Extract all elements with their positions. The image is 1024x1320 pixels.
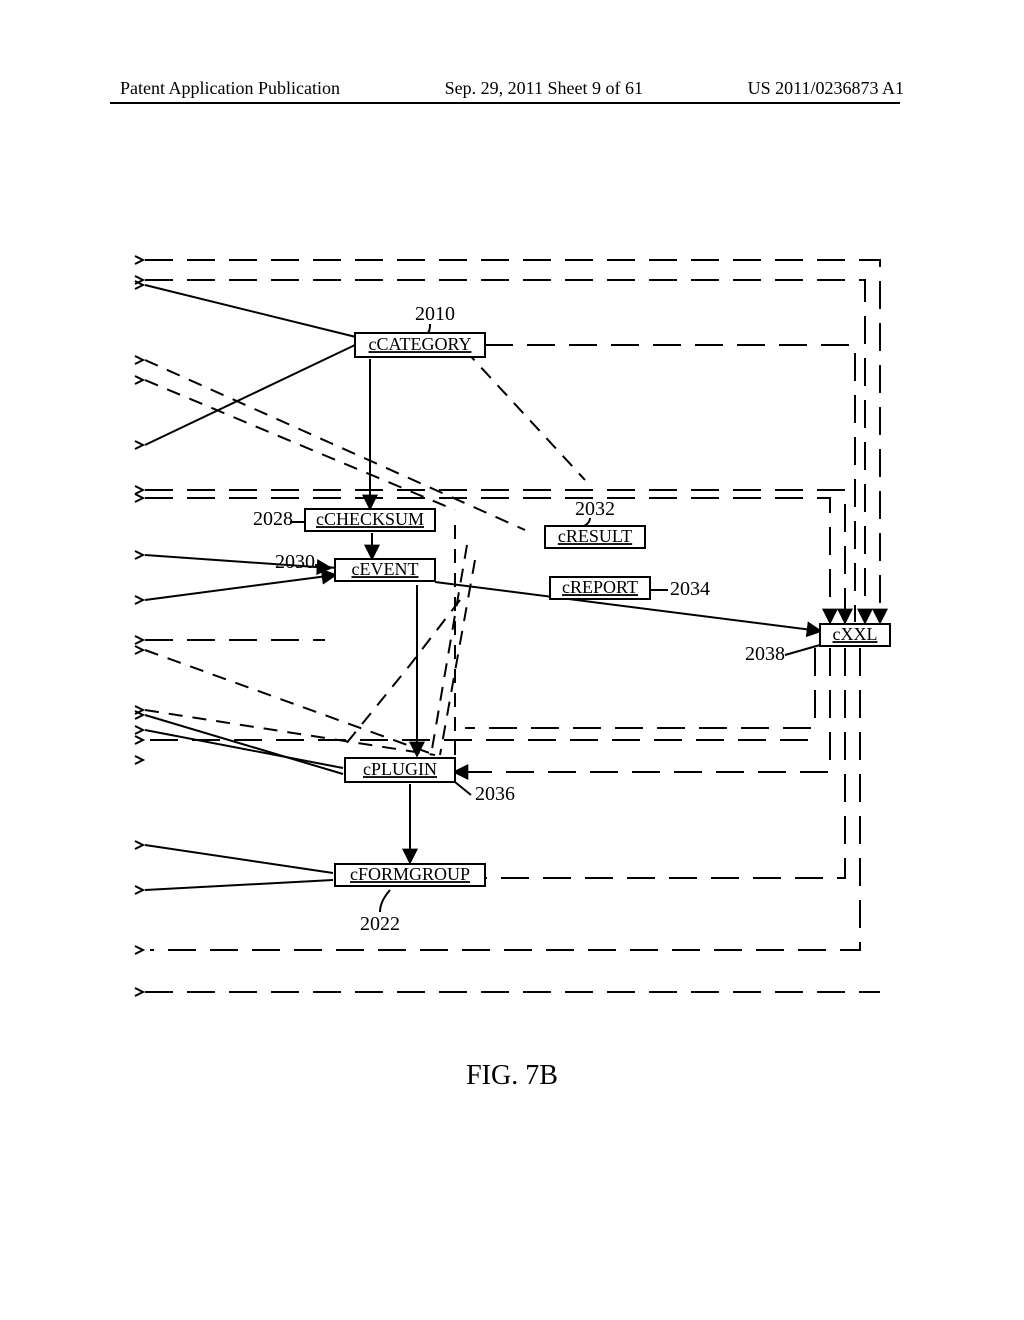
network-diagram: cCATEGORY cCHECKSUM cEVENT cRESULT cREPORT cX… [125,250,905,1030]
node-label-checksum: cCHECKSUM [316,509,424,529]
node-label-event: cEVENT [352,559,419,579]
ref-label: 2010 [415,303,455,325]
figure-caption: FIG. 7B [0,1060,1024,1092]
node-label-report: cREPORT [562,577,638,597]
node-label-xxl: cXXL [833,624,878,644]
ref-label: 2028 [253,508,293,530]
ref-label: 2036 [475,783,515,805]
ref-label: 2030 [275,551,315,573]
node-label-formgroup: cFORMGROUP [350,864,470,884]
ref-label: 2022 [360,913,400,935]
diagram-container: cCATEGORY cCHECKSUM cEVENT cRESULT cREPORT cX… [125,250,905,1030]
header-left: Patent Application Publication [120,78,340,99]
header-right: US 2011/0236873 A1 [748,78,904,99]
ref-label: 2038 [745,643,785,665]
header-center: Sep. 29, 2011 Sheet 9 of 61 [445,78,643,99]
node-label-category: cCATEGORY [369,334,472,354]
page-header: Patent Application Publication Sep. 29, … [0,78,1024,99]
node-label-result: cRESULT [558,526,632,546]
ref-label: 2032 [575,498,615,520]
node-label-plugin: cPLUGIN [363,759,437,779]
header-rule [110,102,900,104]
ref-label: 2034 [670,578,710,600]
